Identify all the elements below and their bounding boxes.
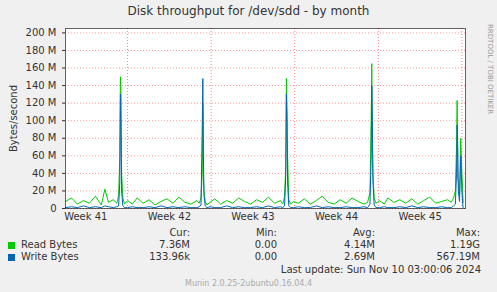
html-text:Read Bytes: Read Bytes (21, 239, 78, 250)
svg-text:0: 0 (50, 203, 56, 214)
html-text:7.36M: 7.36M (159, 239, 190, 250)
html-text:Disk throughput for /dev/sdd -: Disk throughput for /dev/sdd - by month (127, 4, 370, 18)
html-text:0.00: 0.00 (254, 239, 277, 250)
svg-text:140 M: 140 M (26, 80, 57, 91)
html-text:Min:: Min: (255, 227, 277, 238)
html-text:1.19G: 1.19G (450, 239, 480, 250)
html-text:0.00: 0.00 (254, 251, 277, 262)
svg-text:80 M: 80 M (32, 132, 57, 143)
html-text:Avg:: Avg: (353, 227, 375, 238)
svg-text:Week 44: Week 44 (315, 211, 358, 222)
svg-text:60 M: 60 M (32, 150, 57, 161)
svg-text:200 M: 200 M (26, 27, 57, 38)
html-text:Cur:: Cur: (169, 227, 190, 238)
html-text:4.14M: 4.14M (344, 239, 375, 250)
svg-text:120 M: 120 M (26, 97, 57, 108)
html-text:Max:: Max: (456, 227, 480, 238)
svg-text:Week 45: Week 45 (398, 211, 441, 222)
html-text:RRDTOOL / TOBI OETIKER: RRDTOOL / TOBI OETIKER (486, 24, 494, 115)
html-text:133.96k: 133.96k (149, 251, 190, 262)
html-text:Write Bytes: Write Bytes (21, 251, 79, 262)
html-text:Last update: Sun Nov 10 03:00:: Last update: Sun Nov 10 03:00:06 2024 (280, 264, 481, 275)
svg-text:Week 43: Week 43 (231, 211, 274, 222)
svg-text:Week 41: Week 41 (64, 211, 107, 222)
svg-text:Bytes/second: Bytes/second (8, 85, 19, 152)
html-text:567.19M: 567.19M (436, 251, 480, 262)
svg-text:100 M: 100 M (26, 115, 57, 126)
svg-text:160 M: 160 M (26, 62, 57, 73)
html-text:2.69M: 2.69M (344, 251, 375, 262)
svg-text:20 M: 20 M (32, 185, 57, 196)
html-text:Munin 2.0.25-2ubuntu0.16.04.4: Munin 2.0.25-2ubuntu0.16.04.4 (185, 279, 312, 288)
svg-text:180 M: 180 M (26, 45, 57, 56)
svg-text:40 M: 40 M (32, 168, 57, 179)
svg-text:Week 42: Week 42 (148, 211, 191, 222)
